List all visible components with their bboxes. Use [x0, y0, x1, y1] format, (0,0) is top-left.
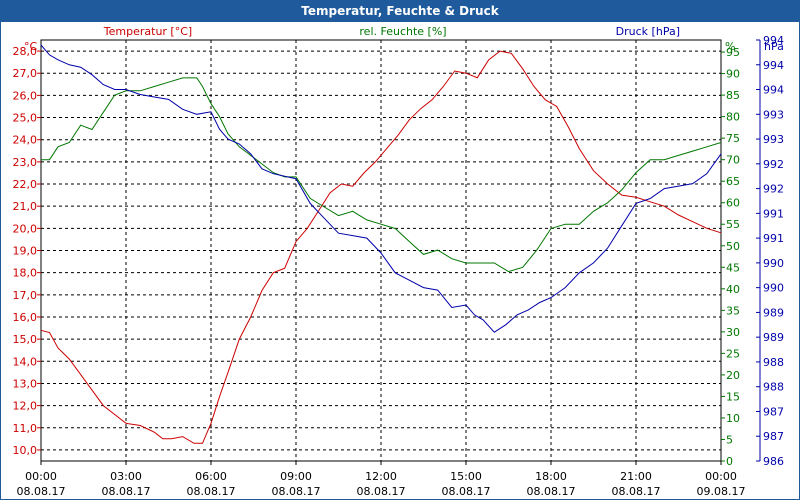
x-tick-date: 08.08.17 — [272, 485, 321, 498]
humidity-tick-label: 40 — [726, 283, 740, 296]
pressure-tick-label: 987 — [763, 405, 784, 418]
x-tick-date: 09.08.17 — [697, 485, 746, 498]
humidity-tick-label: 50 — [726, 240, 740, 253]
x-tick-time: 00:00 — [705, 470, 737, 483]
humidity-unit-label: % — [725, 40, 735, 53]
x-tick-date: 08.08.17 — [187, 485, 236, 498]
humidity-tick-label: 95 — [726, 46, 740, 59]
x-tick-date: 08.08.17 — [612, 485, 661, 498]
humidity-tick-label: 60 — [726, 197, 740, 210]
temp-tick-label: 10,0 — [13, 444, 38, 457]
pressure-line — [40, 44, 722, 333]
x-tick-time: 18:00 — [535, 470, 567, 483]
x-tick-time: 15:00 — [450, 470, 482, 483]
chart-title: Temperatur, Feuchte & Druck — [0, 0, 800, 22]
humidity-tick-label: 85 — [726, 89, 740, 102]
series-lines — [40, 44, 722, 444]
temp-tick-label: 24,0 — [13, 134, 38, 147]
humidity-tick-label: 5 — [726, 433, 733, 446]
pressure-tick-label: 993 — [763, 108, 784, 121]
pressure-tick-label: 991 — [763, 207, 784, 220]
pressure-tick-label: 986 — [763, 455, 784, 468]
humidity-tick-label: 90 — [726, 68, 740, 81]
humidity-axis-ticks: 0 5 10 15 20 25 30 35 40 45 50 55 60 65 70 75 80 85 90 95 — [721, 46, 740, 468]
temp-tick-label: 13,0 — [13, 377, 38, 390]
temp-tick-label: 25,0 — [13, 112, 38, 125]
grid — [40, 40, 722, 461]
x-tick-date: 08.08.17 — [442, 485, 491, 498]
x-tick-time: 03:00 — [110, 470, 142, 483]
temp-tick-label: 26,0 — [13, 89, 38, 102]
temp-tick-label: 18,0 — [13, 267, 38, 280]
humidity-tick-label: 55 — [726, 218, 740, 231]
humidity-tick-label: 10 — [726, 412, 740, 425]
pressure-tick-label: 994 — [763, 34, 784, 47]
temp-tick-label: 15,0 — [13, 333, 38, 346]
pressure-tick-label: 990 — [763, 282, 784, 295]
temp-axis-ticks: 10,0 11,0 12,0 13,0 14,0 15,0 16,0 17,0 18,0 19,0… — [13, 45, 41, 457]
humidity-tick-label: 35 — [726, 304, 740, 317]
x-tick-date: 08.08.17 — [17, 485, 66, 498]
humidity-tick-label: 70 — [726, 154, 740, 167]
pressure-tick-label: 989 — [763, 331, 784, 344]
x-tick-time: 09:00 — [280, 470, 312, 483]
humidity-tick-label: 25 — [726, 347, 740, 360]
x-tick-time: 21:00 — [620, 470, 652, 483]
humidity-tick-label: 15 — [726, 390, 740, 403]
pressure-tick-label: 990 — [763, 257, 784, 270]
x-tick-date: 08.08.17 — [527, 485, 576, 498]
x-tick-date: 08.08.17 — [102, 485, 151, 498]
pressure-tick-label: 987 — [763, 430, 784, 443]
humidity-tick-label: 75 — [726, 132, 740, 145]
x-tick-time: 06:00 — [195, 470, 227, 483]
pressure-tick-label: 992 — [763, 183, 784, 196]
humidity-tick-label: 0 — [726, 455, 733, 468]
humidity-tick-label: 65 — [726, 175, 740, 188]
temp-tick-label: 17,0 — [13, 289, 38, 302]
pressure-axis-ticks: 986 987 987 988 988 989 989 990 990 991 991 992 992 9… — [756, 34, 784, 468]
pressure-tick-label: 994 — [763, 84, 784, 97]
x-axis-ticks: 00:00 08.08.17 03:00 08.08.17 06:00 08.08.17 0… — [17, 461, 746, 498]
humidity-tick-label: 30 — [726, 326, 740, 339]
pressure-tick-label: 988 — [763, 356, 784, 369]
pressure-axis-title: Druck [hPa] — [616, 25, 680, 38]
pressure-tick-label: 989 — [763, 306, 784, 319]
temp-tick-label: 19,0 — [13, 245, 38, 258]
temp-tick-label: 12,0 — [13, 400, 38, 413]
temp-tick-label: 22,0 — [13, 178, 38, 191]
temp-unit-label: °C — [24, 40, 38, 53]
pressure-tick-label: 992 — [763, 158, 784, 171]
x-tick-time: 00:00 — [25, 470, 57, 483]
temp-tick-label: 21,0 — [13, 200, 38, 213]
humidity-axis-title: rel. Feuchte [%] — [359, 25, 446, 38]
pressure-tick-label: 994 — [763, 59, 784, 72]
temp-tick-label: 23,0 — [13, 156, 38, 169]
pressure-tick-label: 988 — [763, 381, 784, 394]
pressure-tick-label: 993 — [763, 133, 784, 146]
temp-tick-label: 11,0 — [13, 422, 38, 435]
temp-tick-label: 16,0 — [13, 311, 38, 324]
x-tick-time: 12:00 — [365, 470, 397, 483]
humidity-tick-label: 80 — [726, 111, 740, 124]
temp-tick-label: 14,0 — [13, 355, 38, 368]
x-tick-date: 08.08.17 — [357, 485, 406, 498]
temperature-line — [40, 50, 722, 444]
pressure-tick-label: 991 — [763, 232, 784, 245]
humidity-line — [41, 77, 722, 273]
temp-tick-label: 20,0 — [13, 222, 38, 235]
pressure-unit-label: hPa — [764, 40, 784, 53]
humidity-tick-label: 20 — [726, 369, 740, 382]
temp-tick-label: 28,0 — [13, 45, 38, 58]
temp-tick-label: 27,0 — [13, 67, 38, 80]
temp-axis-title: Temperatur [°C] — [103, 25, 192, 38]
humidity-tick-label: 45 — [726, 261, 740, 274]
